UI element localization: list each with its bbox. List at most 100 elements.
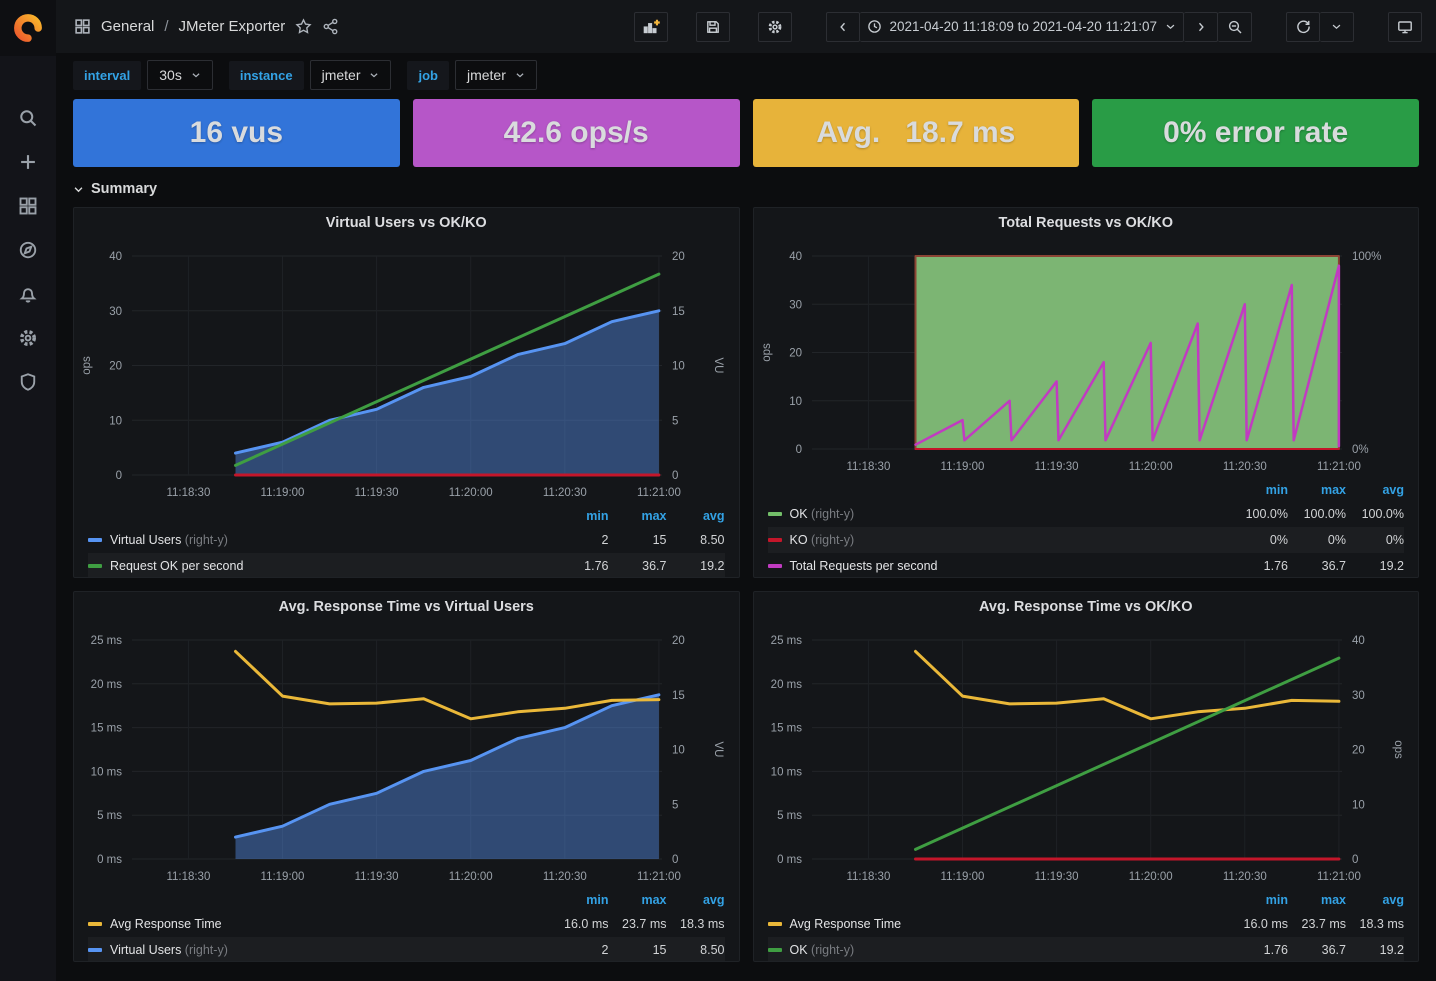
row-toggle-summary[interactable]: Summary [56, 173, 1436, 205]
svg-text:10: 10 [672, 361, 685, 373]
stat-panel-ops[interactable]: 42.6 ops/s [412, 99, 740, 167]
share-button[interactable] [322, 18, 339, 35]
bell-icon [19, 288, 37, 303]
legend-series-label[interactable]: Virtual Users (right-y) [88, 943, 539, 957]
grafana-flame-icon [14, 14, 42, 42]
svg-text:40: 40 [789, 251, 802, 263]
star-button[interactable] [295, 18, 312, 35]
chart-svg: 0 10 20 30 40 0 5 10 15 20 11:18:30 11:19:00 11:19:3… [81, 251, 724, 499]
legend-value: 100.0% [1303, 507, 1346, 521]
legend-value: 2 [601, 943, 609, 957]
legend-series-label[interactable]: Avg Response Time [767, 917, 1219, 931]
sidebar [0, 0, 56, 981]
sidebar-item-dashboards[interactable] [0, 184, 56, 228]
breadcrumb-section[interactable]: General [101, 18, 155, 35]
time-range-picker[interactable]: 2021-04-20 11:18:09 to 2021-04-20 11:21:… [859, 11, 1184, 42]
legend-col-avg[interactable]: avg [1382, 483, 1404, 497]
dashboard-settings-button[interactable] [757, 11, 792, 42]
chevron-left-icon [839, 22, 845, 31]
legend-series-label[interactable]: Avg Response Time [88, 917, 539, 931]
refresh-button[interactable] [1286, 11, 1320, 42]
sidebar-menu [0, 96, 56, 404]
panel-title[interactable]: Total Requests vs OK/KO [998, 215, 1174, 231]
shield-icon [20, 373, 36, 391]
chart-canvas[interactable]: 0 ms 5 ms 10 ms 15 ms 20 ms 25 ms 0 10 20 30 40 11:… [754, 622, 1419, 961]
legend-series-label[interactable]: Total Requests per second [767, 559, 1219, 573]
add-panel-button[interactable] [633, 11, 668, 42]
svg-text:ops: ops [81, 356, 93, 375]
legend-series-label[interactable]: Request OK per second [88, 559, 539, 573]
legend-series-label[interactable]: KO (right-y) [767, 533, 1219, 547]
legend-col-max[interactable]: max [641, 509, 667, 523]
svg-text:30: 30 [789, 299, 802, 311]
legend-value: 36.7 [1321, 943, 1346, 957]
svg-text:11:20:00: 11:20:00 [449, 871, 493, 883]
chart-canvas[interactable]: 0 10 20 30 40 0% 100% 11:18:30 11:19:00 11:19:30 1… [754, 238, 1419, 577]
legend-col-avg[interactable]: avg [702, 893, 725, 907]
svg-text:10: 10 [1352, 799, 1365, 811]
stat-panel-error-rate[interactable]: 0% error rate [1092, 99, 1419, 167]
time-shift-back-button[interactable] [825, 11, 860, 42]
sidebar-item-explore[interactable] [0, 228, 56, 272]
legend-col-min[interactable]: min [1265, 893, 1288, 907]
svg-text:5: 5 [672, 415, 678, 427]
breadcrumb-dashboard-title[interactable]: JMeter Exporter [178, 18, 286, 35]
svg-text:0%: 0% [1352, 444, 1369, 456]
legend-color-swatch [88, 948, 102, 952]
svg-text:100%: 100% [1352, 251, 1381, 263]
legend-value: 15 [652, 943, 667, 957]
refresh-interval-dropdown[interactable] [1320, 11, 1354, 42]
legend-color-swatch [767, 564, 782, 568]
stat-panel-vus[interactable]: 16 vus [73, 99, 400, 167]
variable-instance: instance jmeter [228, 60, 392, 90]
legend-color-swatch [767, 922, 782, 926]
variable-interval-select[interactable]: 30s [147, 60, 213, 90]
panel-title[interactable]: Avg. Response Time vs OK/KO [978, 599, 1193, 615]
variable-job-select[interactable]: jmeter [454, 60, 537, 90]
chevron-down-icon [1332, 24, 1341, 30]
chevron-down-icon [516, 73, 524, 78]
chevron-down-icon [192, 73, 200, 78]
stat-panel-avg-response[interactable]: Avg. 18.7 ms [752, 99, 1080, 167]
legend-col-avg[interactable]: avg [702, 509, 725, 523]
panel-title[interactable]: Avg. Response Time vs Virtual Users [278, 599, 534, 615]
chart-canvas[interactable]: 0 10 20 30 40 0 5 10 15 20 11:18:30 11:19:00 11:19:3… [74, 238, 739, 577]
sidebar-item-create[interactable] [0, 140, 56, 184]
variable-instance-select[interactable]: jmeter [309, 60, 392, 90]
legend-col-max[interactable]: max [1320, 893, 1346, 907]
legend-series-label[interactable]: Virtual Users (right-y) [88, 533, 539, 547]
sidebar-item-search[interactable] [0, 96, 56, 140]
legend-col-max[interactable]: max [641, 893, 667, 907]
chart-legend: min max avg OK (right-y) 100.0% 100.0% 100.0% K… [754, 479, 1419, 577]
zoom-out-time-button[interactable] [1218, 11, 1252, 42]
grafana-logo[interactable] [0, 0, 56, 56]
legend-value: 36.7 [642, 559, 667, 573]
legend-col-min[interactable]: min [586, 509, 609, 523]
svg-text:10: 10 [789, 396, 802, 408]
variable-job: job jmeter [407, 60, 537, 90]
time-shift-forward-button[interactable] [1184, 11, 1218, 42]
legend-series-label[interactable]: OK (right-y) [767, 943, 1219, 957]
svg-text:11:19:00: 11:19:00 [261, 487, 305, 499]
sidebar-item-server-admin[interactable] [0, 360, 56, 404]
chart-canvas[interactable]: 0 ms 5 ms 10 ms 15 ms 20 ms 25 ms 0 5 10 15 20 11:1… [74, 622, 739, 961]
legend-value: 18.3 ms [1359, 917, 1404, 931]
legend-col-max[interactable]: max [1320, 483, 1346, 497]
legend-col-min[interactable]: min [586, 893, 609, 907]
chart-legend: min max avg Avg Response Time 16.0 ms 23.7 ms… [74, 889, 739, 961]
panel-total-requests-vs-okko: Total Requests vs OK/KO 0 10 20 30 40 0% 100% 1… [752, 207, 1419, 578]
svg-text:11:19:30: 11:19:30 [1034, 871, 1078, 883]
svg-text:11:18:30: 11:18:30 [166, 487, 210, 499]
panel-title[interactable]: Virtual Users vs OK/KO [325, 215, 487, 231]
sidebar-item-alerting[interactable] [0, 272, 56, 316]
svg-text:11:20:30: 11:20:30 [543, 487, 587, 499]
sidebar-item-configuration[interactable] [0, 316, 56, 360]
legend-header: min max avg [88, 505, 725, 527]
legend-series-label[interactable]: OK (right-y) [767, 507, 1219, 521]
time-controls: 2021-04-20 11:18:09 to 2021-04-20 11:21:… [825, 11, 1252, 42]
cycle-view-mode-button[interactable] [1388, 11, 1422, 42]
legend-color-swatch [767, 948, 782, 952]
legend-col-min[interactable]: min [1265, 483, 1288, 497]
legend-col-avg[interactable]: avg [1382, 893, 1404, 907]
save-dashboard-button[interactable] [695, 11, 730, 42]
